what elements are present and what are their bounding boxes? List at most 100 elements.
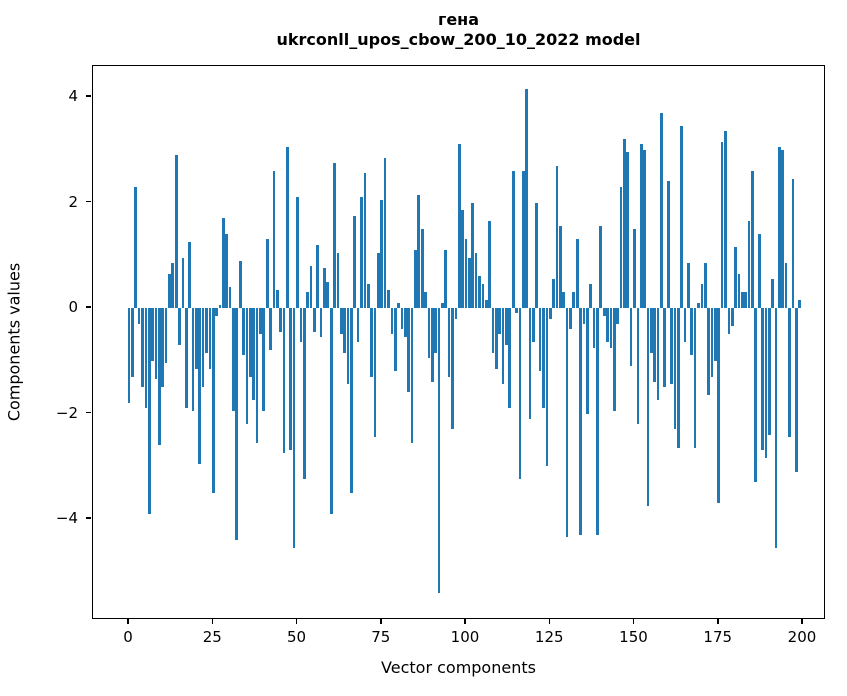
bar-component-168 bbox=[693, 308, 697, 448]
x-tick-label-50: 50 bbox=[286, 628, 307, 646]
bar-component-32 bbox=[235, 308, 239, 541]
bar-component-97 bbox=[454, 308, 458, 319]
bar-component-67 bbox=[353, 215, 357, 308]
bar-component-70 bbox=[363, 173, 367, 308]
bar-component-164 bbox=[680, 126, 684, 308]
bar-component-81 bbox=[400, 308, 404, 330]
x-tick-label-25: 25 bbox=[202, 628, 222, 646]
bar-component-128 bbox=[559, 226, 562, 308]
bar-component-69 bbox=[360, 197, 363, 308]
bar-component-99 bbox=[461, 210, 464, 308]
bar-component-24 bbox=[208, 308, 212, 369]
bar-component-1 bbox=[131, 308, 134, 377]
bar-component-30 bbox=[228, 286, 232, 308]
bar-component-100 bbox=[464, 239, 468, 308]
bar-component-51 bbox=[299, 308, 303, 343]
bar-component-122 bbox=[538, 308, 542, 372]
bar-component-124 bbox=[545, 308, 549, 467]
bar-component-197 bbox=[791, 178, 795, 308]
y-tick-label-0: 0 bbox=[68, 298, 78, 316]
bar-component-33 bbox=[238, 260, 242, 308]
bar-component-75 bbox=[380, 199, 384, 308]
bar-component-48 bbox=[289, 308, 293, 451]
bar-component-117 bbox=[521, 170, 525, 308]
bar-component-39 bbox=[259, 308, 262, 335]
bar-component-55 bbox=[313, 308, 316, 332]
x-axis-label: Vector components bbox=[381, 658, 536, 677]
bar-component-35 bbox=[245, 308, 249, 425]
title-model: ukrconll_upos_cbow_200_10_2022 model bbox=[276, 30, 641, 49]
bar-component-138 bbox=[592, 308, 596, 348]
bar-component-170 bbox=[700, 284, 704, 308]
bar-component-185 bbox=[751, 170, 754, 308]
bar-component-102 bbox=[471, 202, 475, 308]
bar-component-176 bbox=[720, 141, 724, 308]
bar-component-77 bbox=[387, 289, 390, 308]
bar-component-126 bbox=[552, 278, 555, 308]
bar-component-79 bbox=[393, 308, 397, 372]
bar-component-43 bbox=[272, 170, 276, 308]
bar-component-85 bbox=[414, 249, 417, 308]
bar-component-31 bbox=[232, 308, 235, 411]
bar-component-187 bbox=[757, 234, 761, 308]
bar-component-115 bbox=[515, 308, 518, 314]
bar-component-112 bbox=[505, 308, 508, 345]
bar-component-121 bbox=[535, 202, 539, 308]
y-tick-label-4: 4 bbox=[68, 87, 78, 105]
x-tick-label-175: 175 bbox=[703, 628, 733, 646]
bar-component-134 bbox=[579, 308, 582, 535]
x-tick-mark-100 bbox=[464, 619, 466, 624]
bar-component-153 bbox=[643, 149, 646, 308]
bar-component-95 bbox=[447, 308, 451, 377]
bar-component-21 bbox=[198, 308, 202, 464]
bar-component-86 bbox=[417, 194, 421, 308]
bar-component-172 bbox=[707, 308, 710, 396]
bar-component-12 bbox=[168, 273, 171, 308]
axes-area bbox=[92, 65, 825, 619]
bar-component-186 bbox=[754, 308, 758, 483]
bar-component-192 bbox=[774, 308, 778, 548]
x-tick-label-0: 0 bbox=[123, 628, 133, 646]
bar-component-188 bbox=[761, 308, 764, 451]
bar-component-53 bbox=[306, 292, 309, 308]
bar-component-145 bbox=[616, 308, 619, 324]
bar-component-109 bbox=[494, 308, 498, 369]
bar-component-190 bbox=[767, 308, 771, 435]
y-tick-label--4: −4 bbox=[55, 509, 78, 527]
bar-component-196 bbox=[788, 308, 791, 438]
bar-component-94 bbox=[444, 249, 448, 308]
bar-component-142 bbox=[606, 308, 609, 343]
bar-series bbox=[93, 66, 824, 618]
bar-component-148 bbox=[626, 152, 630, 308]
x-tick-label-200: 200 bbox=[787, 628, 817, 646]
bar-component-179 bbox=[730, 308, 734, 327]
bar-component-4 bbox=[141, 308, 144, 388]
bar-component-59 bbox=[326, 281, 330, 308]
bar-component-104 bbox=[478, 276, 481, 308]
bar-component-27 bbox=[218, 305, 222, 308]
bar-component-139 bbox=[596, 308, 599, 535]
bar-component-129 bbox=[562, 292, 566, 308]
bar-component-87 bbox=[420, 228, 424, 308]
bar-component-143 bbox=[609, 308, 613, 348]
bar-component-20 bbox=[195, 308, 198, 369]
bar-component-114 bbox=[511, 170, 515, 308]
bar-component-0 bbox=[127, 308, 131, 403]
bar-component-78 bbox=[390, 308, 394, 335]
x-tick-mark-75 bbox=[380, 619, 382, 624]
bar-component-42 bbox=[269, 308, 272, 351]
bar-component-73 bbox=[373, 308, 377, 438]
x-tick-mark-0 bbox=[127, 619, 129, 624]
bar-component-169 bbox=[697, 302, 700, 308]
bar-component-10 bbox=[161, 308, 165, 388]
bar-component-132 bbox=[572, 292, 576, 308]
bar-component-150 bbox=[633, 228, 636, 308]
x-tick-mark-200 bbox=[801, 619, 803, 624]
bar-component-125 bbox=[548, 308, 552, 319]
y-tick-label-2: 2 bbox=[68, 192, 78, 211]
bar-component-71 bbox=[366, 284, 370, 308]
bar-component-199 bbox=[798, 300, 801, 308]
bar-component-58 bbox=[323, 268, 326, 308]
bar-component-22 bbox=[201, 308, 205, 388]
bar-component-189 bbox=[764, 308, 768, 459]
